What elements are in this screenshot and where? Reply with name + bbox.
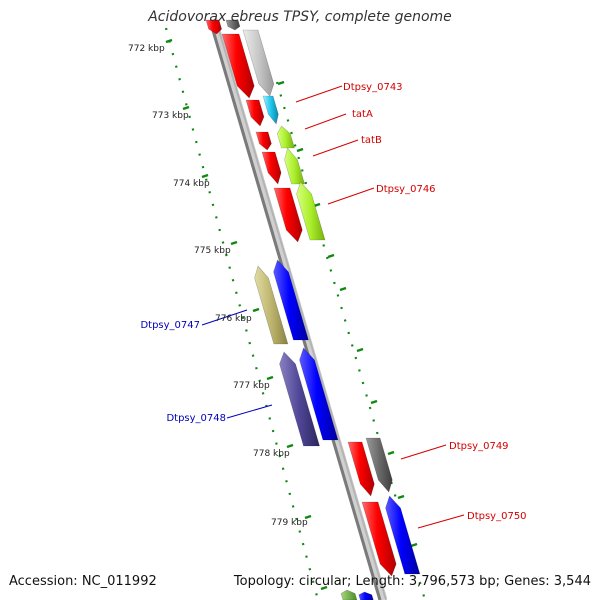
scale-label: 779 kbp xyxy=(271,518,308,528)
gene-label[interactable]: Dtpsy_0749 xyxy=(449,441,509,452)
scale-dash xyxy=(327,253,335,259)
gene-label[interactable]: Dtpsy_0750 xyxy=(467,511,527,522)
scale-dash xyxy=(313,202,321,208)
gene-arrow[interactable] xyxy=(361,501,397,577)
scale-dash xyxy=(230,240,238,246)
gene-arrow[interactable] xyxy=(261,151,282,185)
gene-arrow[interactable] xyxy=(299,347,339,441)
label-leader-line xyxy=(417,514,465,529)
label-leader-line xyxy=(327,187,375,205)
gene-arrow[interactable] xyxy=(279,351,320,447)
scale-label: 777 kbp xyxy=(233,381,270,391)
gene-arrow[interactable] xyxy=(225,19,241,31)
map-title: Acidovorax ebreus TPSY, complete genome xyxy=(148,9,452,25)
scale-dash xyxy=(266,375,274,381)
scale-label: 776 kbp xyxy=(215,314,252,324)
accession-text: Accession: NC_011992 xyxy=(9,574,157,589)
gene-arrow[interactable] xyxy=(273,259,309,341)
label-leader-line xyxy=(312,139,359,157)
gene-arrow[interactable] xyxy=(296,181,326,241)
scale-dash xyxy=(182,105,190,111)
label-leader-line xyxy=(400,444,447,460)
gene-arrow[interactable] xyxy=(284,147,305,185)
gene-arrow[interactable] xyxy=(273,187,303,243)
scale-dash xyxy=(397,494,405,500)
gene-arrow[interactable] xyxy=(254,265,289,345)
label-leader-line xyxy=(295,85,343,103)
gene-arrow[interactable] xyxy=(276,125,295,149)
feature-track xyxy=(205,19,421,600)
gene-arrow[interactable] xyxy=(385,495,421,575)
scale-dash xyxy=(277,80,285,86)
scale-dash xyxy=(252,307,260,313)
gene-arrow[interactable] xyxy=(347,441,375,497)
scale-dash xyxy=(304,514,312,520)
gene-label[interactable]: Dtpsy_0746 xyxy=(376,184,436,195)
scale-dash xyxy=(201,173,209,179)
gene-label[interactable]: tatA xyxy=(352,109,373,120)
scale-dash xyxy=(387,450,395,456)
label-leader-line xyxy=(226,404,273,419)
gene-label[interactable]: Dtpsy_0748 xyxy=(166,413,226,424)
gene-arrow[interactable] xyxy=(221,33,255,99)
scale-dash xyxy=(410,542,418,548)
scale-label: 778 kbp xyxy=(253,449,290,459)
scale-dash xyxy=(286,443,294,449)
label-leaders xyxy=(201,85,465,529)
scale-dash xyxy=(356,347,364,353)
gene-arrow[interactable] xyxy=(245,99,265,127)
gene-arrow[interactable] xyxy=(340,589,358,600)
label-leader-line xyxy=(201,309,248,326)
gene-arrow[interactable] xyxy=(205,19,223,35)
scale-label: 772 kbp xyxy=(128,44,165,54)
scale-labels: 772 kbp 773 kbp 774 kbp 775 kbp 776 kbp 777 k… xyxy=(128,44,308,528)
gene-arrow[interactable] xyxy=(242,29,275,97)
scale-tick-marks xyxy=(165,38,418,591)
gene-label[interactable]: tatB xyxy=(361,135,382,146)
gene-arrow[interactable] xyxy=(255,131,272,151)
gene-label[interactable]: Dtpsy_0747 xyxy=(140,320,200,331)
gene-arrow[interactable] xyxy=(358,591,374,600)
scale-dash xyxy=(370,399,378,405)
genome-summary-text: Topology: circular; Length: 3,796,573 bp… xyxy=(233,574,591,589)
scale-dash xyxy=(339,286,347,292)
gene-labels: Dtpsy_0743 tatA tatB Dtpsy_0746 Dtpsy_0747 Dt… xyxy=(140,82,526,522)
gene-label[interactable]: Dtpsy_0743 xyxy=(343,82,403,93)
scale-dash xyxy=(165,38,173,44)
gene-arrow[interactable] xyxy=(262,95,279,125)
scale-label: 774 kbp xyxy=(173,179,210,189)
scale-label: 773 kbp xyxy=(152,111,189,121)
scale-dash xyxy=(320,585,328,591)
gene-arrow[interactable] xyxy=(365,437,393,493)
label-leader-line xyxy=(304,113,347,130)
scale-dash xyxy=(296,147,304,153)
scale-label: 775 kbp xyxy=(194,246,231,256)
